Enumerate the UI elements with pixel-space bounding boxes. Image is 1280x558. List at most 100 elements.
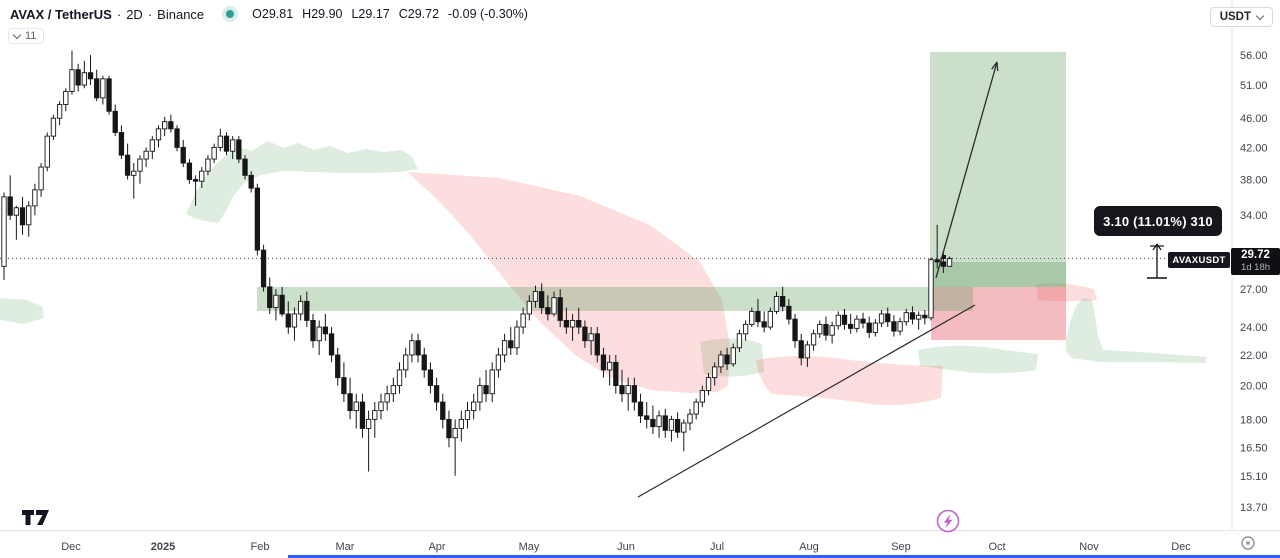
candle-body — [471, 401, 477, 412]
candle-body — [687, 413, 693, 424]
candle-body — [749, 310, 755, 325]
y-axis-label[interactable]: 51.00 — [1240, 80, 1268, 92]
entry-strip-rect[interactable] — [930, 262, 1066, 287]
y-axis-label[interactable]: 22.00 — [1240, 350, 1268, 362]
candle-body — [693, 401, 699, 415]
x-axis-label[interactable]: Aug — [799, 541, 819, 553]
chevron-down-icon — [1255, 11, 1265, 21]
projection-arrow[interactable] — [935, 61, 998, 279]
drawing-anchor-dot[interactable] — [942, 255, 946, 259]
y-axis-label[interactable]: 16.50 — [1240, 442, 1268, 454]
candle-body — [162, 121, 168, 130]
candle-body — [631, 385, 638, 403]
candle-body — [223, 135, 230, 152]
candle-body — [149, 139, 155, 152]
trendline-drawing[interactable] — [637, 304, 976, 498]
bottom-blue-bar — [288, 555, 1280, 558]
y-axis-label[interactable]: 24.00 — [1240, 322, 1268, 334]
candle-body — [922, 314, 928, 319]
x-axis-label[interactable]: May — [519, 541, 540, 553]
ohlc-values: O29.81 H29.90 L29.17 C29.72 -0.09 (-0.30… — [252, 7, 528, 21]
candle-body — [588, 333, 594, 342]
y-axis-label[interactable]: 46.00 — [1240, 113, 1268, 125]
tradingview-logo[interactable] — [22, 510, 49, 525]
target-zone-rect[interactable] — [930, 52, 1066, 287]
candle-body — [291, 313, 298, 328]
symbol-name[interactable]: AVAX / TetherUS — [10, 6, 112, 22]
candle-body — [372, 410, 378, 420]
y-axis-label[interactable]: 13.70 — [1240, 502, 1268, 514]
y-axis-label[interactable]: 20.00 — [1240, 381, 1268, 393]
x-axis-label[interactable]: Apr — [428, 541, 445, 553]
indicators-collapse-badge[interactable]: 11 — [8, 28, 45, 44]
candle-body — [186, 162, 193, 180]
candle-body — [7, 196, 13, 216]
candle-body — [359, 401, 366, 429]
y-axis-label[interactable]: 34.00 — [1240, 210, 1268, 222]
time-axis-settings-icon[interactable] — [1241, 536, 1255, 550]
candle-body — [891, 321, 897, 332]
candle-body — [767, 310, 773, 328]
support-band-rect[interactable] — [257, 287, 973, 311]
x-axis-label[interactable]: Dec — [1171, 541, 1191, 553]
candle-body — [409, 340, 415, 356]
y-axis-label[interactable]: 27.00 — [1240, 284, 1268, 296]
candle-body — [835, 314, 841, 327]
high-value: H29.90 — [302, 7, 343, 21]
candle-body — [576, 319, 582, 328]
interval-label[interactable]: 2D — [126, 6, 143, 22]
y-axis-label[interactable]: 56.00 — [1240, 50, 1268, 62]
candle-body — [100, 78, 106, 99]
candle-body — [563, 319, 570, 328]
stop-zone-rect[interactable] — [931, 287, 1066, 340]
event-lightning-icon[interactable] — [936, 509, 960, 533]
y-axis-label[interactable]: 18.00 — [1240, 414, 1268, 426]
change-value: -0.09 (-0.30%) — [448, 7, 528, 21]
trend-drawings[interactable] — [637, 61, 1167, 498]
candle-body — [841, 314, 848, 325]
y-axis-label[interactable]: 38.00 — [1240, 175, 1268, 187]
x-axis-label[interactable]: Nov — [1079, 541, 1099, 553]
candle-body — [341, 377, 347, 395]
candle-body — [569, 319, 576, 328]
x-axis-label[interactable]: Feb — [251, 541, 270, 553]
candle-body — [712, 366, 718, 379]
x-axis-label[interactable]: Jul — [710, 541, 724, 553]
candle-body — [600, 354, 607, 371]
candle-body — [903, 312, 909, 323]
candle-body — [613, 361, 619, 387]
drawing-zones[interactable] — [0, 52, 1232, 340]
chevron-down-icon — [12, 30, 22, 40]
bar-countdown: 1d 18h — [1240, 262, 1271, 273]
kumo-pink-segment — [408, 172, 730, 393]
x-axis-label[interactable]: Mar — [336, 541, 355, 553]
candle-body — [464, 410, 471, 420]
candle-body — [32, 189, 38, 207]
candle-body — [458, 418, 464, 429]
candle-body — [514, 326, 520, 349]
candle-body — [297, 300, 304, 315]
candle-body — [415, 340, 421, 356]
candle-body — [396, 369, 403, 387]
candle-body — [353, 401, 359, 412]
candle-body — [866, 322, 872, 333]
x-axis-label[interactable]: Dec — [61, 541, 81, 553]
x-axis-label[interactable]: Sep — [891, 541, 911, 553]
separator-dot: · — [147, 6, 153, 22]
x-axis-label[interactable]: 2025 — [151, 541, 175, 553]
candle-body — [730, 347, 736, 365]
x-axis-label[interactable]: Jun — [617, 541, 635, 553]
symbol-header[interactable]: AVAX / TetherUS · 2D · Binance O29.81 H2… — [10, 6, 528, 22]
candle-body — [143, 150, 149, 160]
y-axis-label[interactable]: 42.00 — [1240, 142, 1268, 154]
candle-body — [606, 361, 613, 371]
y-axis-label[interactable]: 15.10 — [1240, 471, 1268, 483]
candle-body — [489, 369, 495, 395]
candle-body — [532, 291, 539, 302]
currency-dropdown[interactable]: USDT — [1209, 7, 1273, 27]
candle-body — [582, 326, 588, 342]
candle-body — [773, 296, 780, 312]
x-axis-label[interactable]: Oct — [988, 541, 1005, 553]
